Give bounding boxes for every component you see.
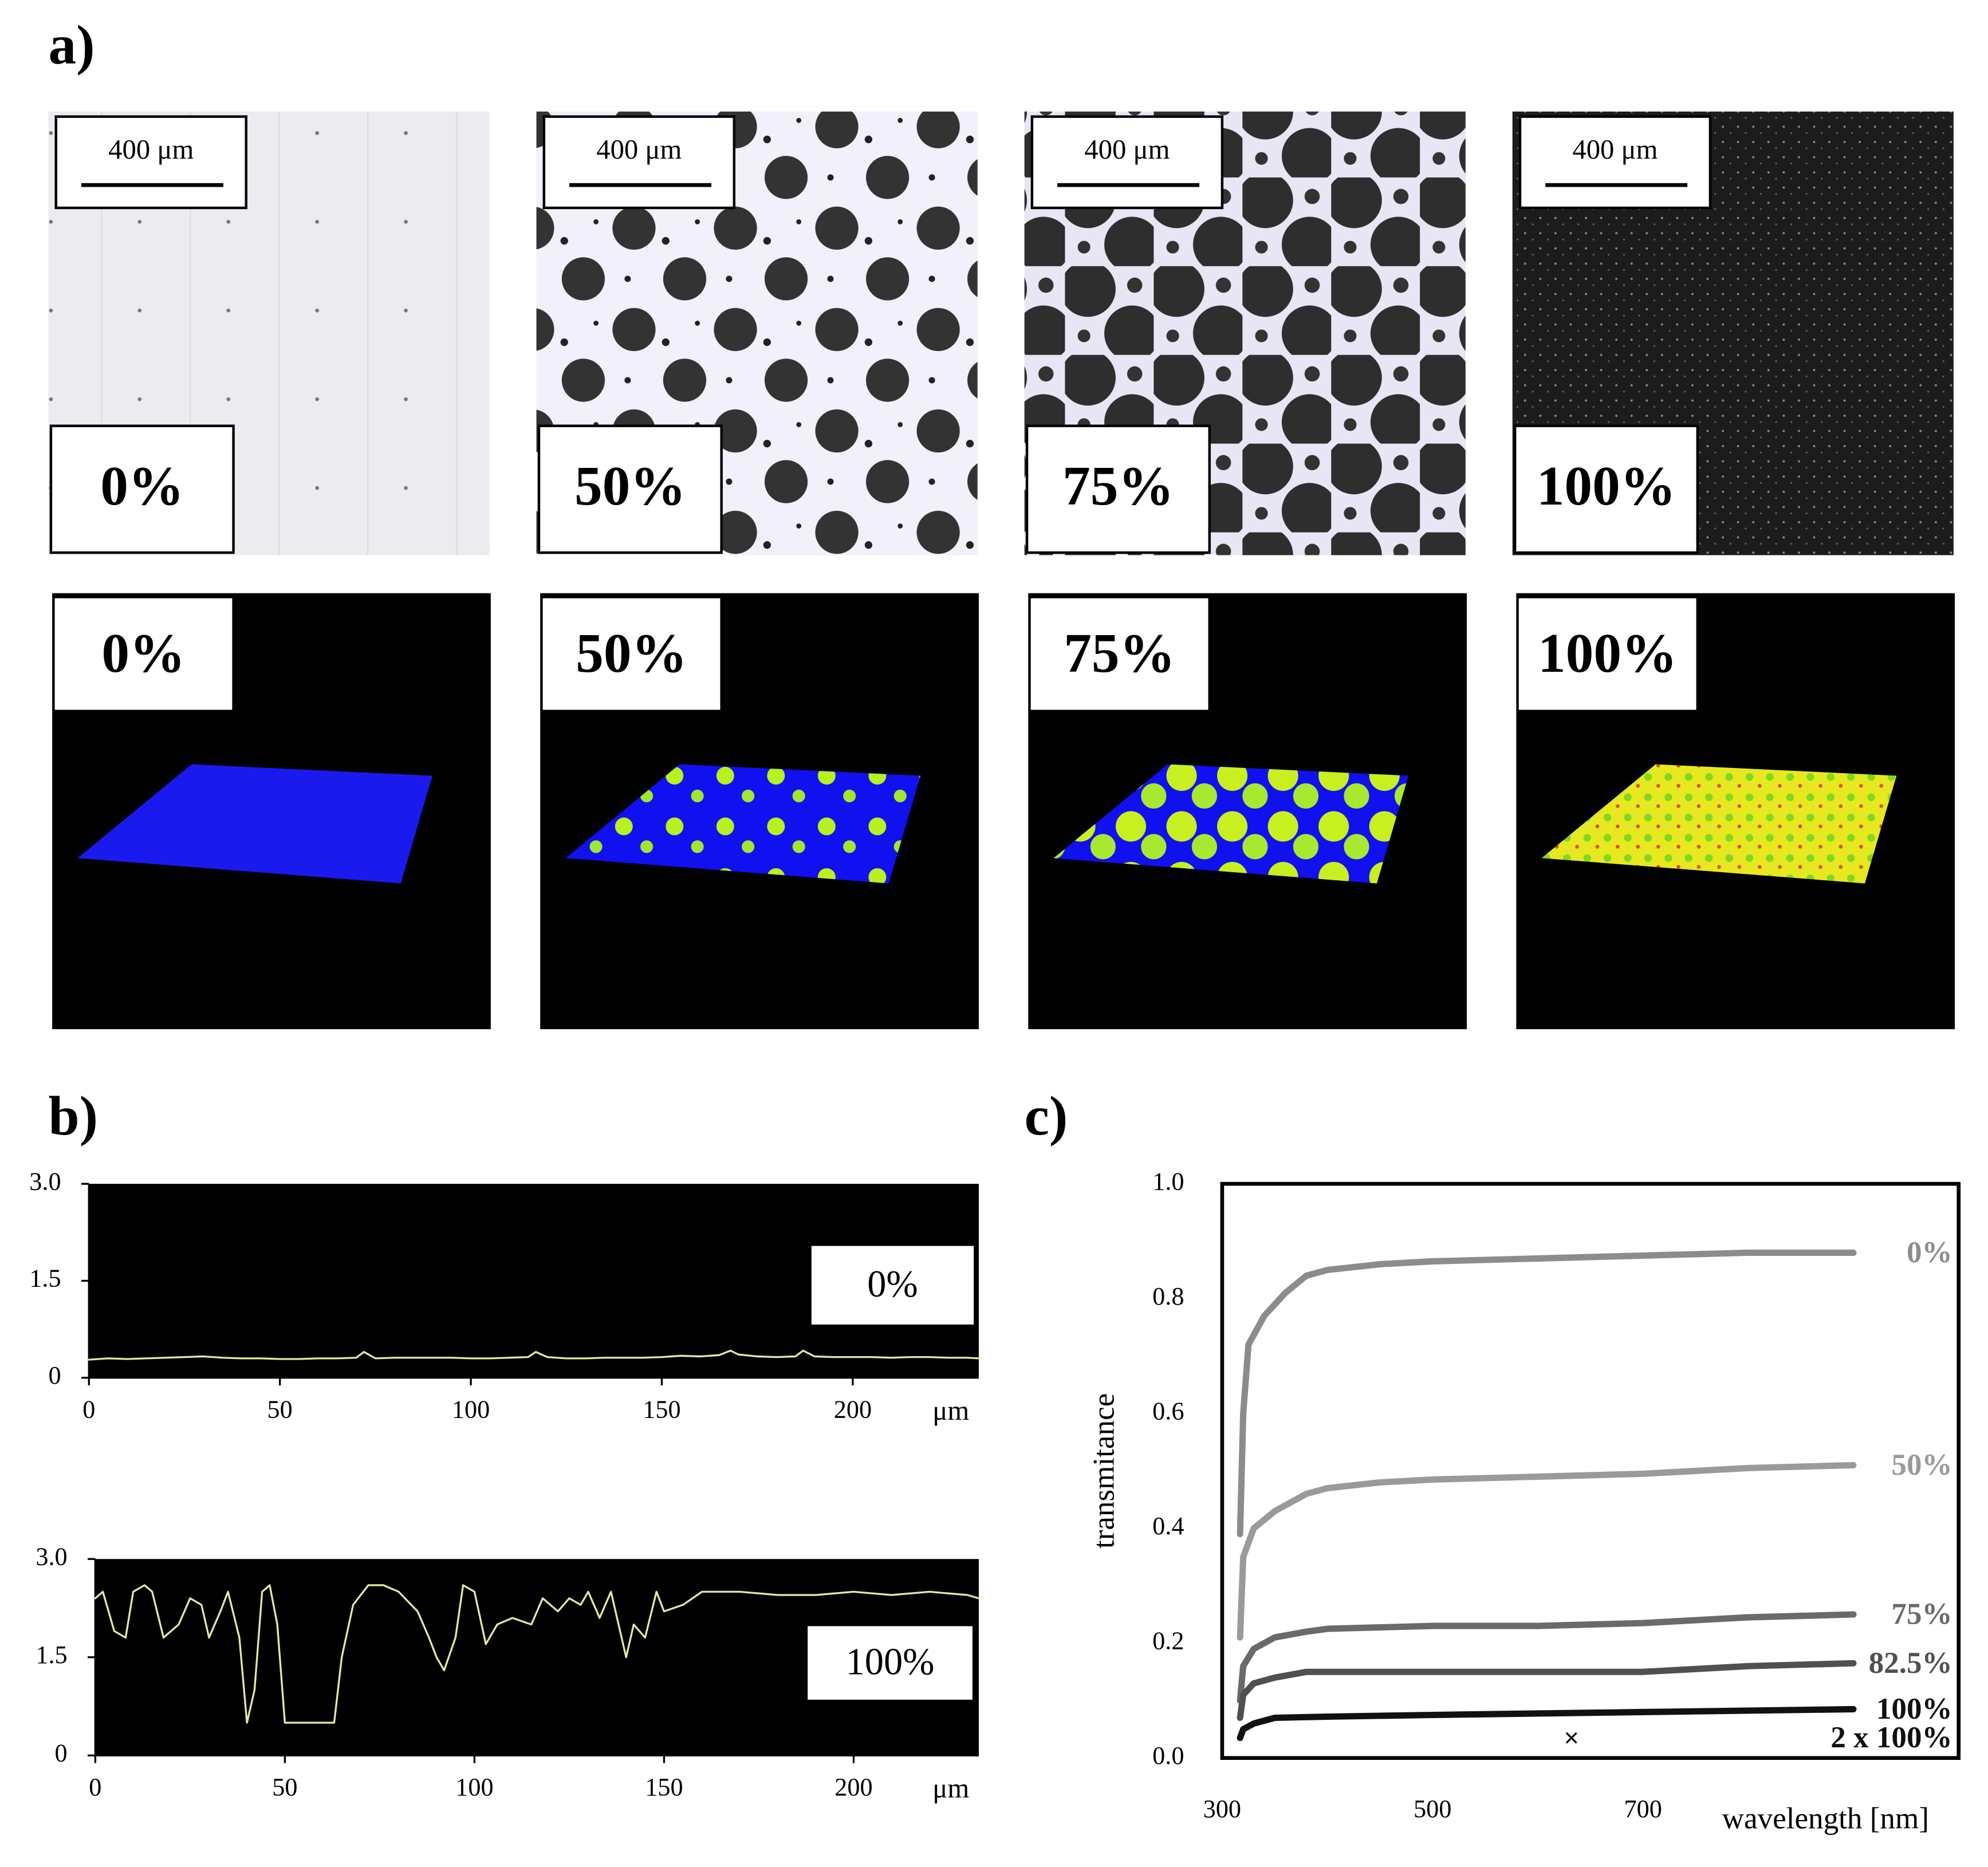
series-label: 100% xyxy=(1876,1692,1952,1726)
label-box xyxy=(1025,424,1211,554)
x-tick-label: 200 xyxy=(834,1396,872,1424)
data-line xyxy=(1237,1660,1857,1722)
micrograph-label: 0% xyxy=(100,455,184,517)
height-surface xyxy=(1541,764,1897,884)
panel-label: b) xyxy=(48,1085,98,1147)
series-label: 2 x 100% xyxy=(1830,1721,1952,1754)
plot-frame xyxy=(1220,1181,1961,1760)
height-surface xyxy=(1053,764,1409,884)
x-tick-label: 700 xyxy=(1624,1795,1662,1823)
series-label: 50% xyxy=(1891,1448,1952,1482)
scale-bar-box xyxy=(1518,115,1712,210)
y-tick-label: 3.0 xyxy=(36,1542,67,1570)
y-tick-label: 1.0 xyxy=(1152,1167,1184,1195)
micrograph-label: 100% xyxy=(1537,455,1676,517)
series-label: 0% xyxy=(1907,1236,1952,1269)
data-point xyxy=(1565,1732,1577,1744)
height-surface xyxy=(77,764,433,884)
height-map-label: 0% xyxy=(101,623,185,684)
x-tick-label: 300 xyxy=(1203,1795,1241,1823)
y-axis-label: transmitance xyxy=(1088,1393,1121,1549)
charts: 0 1.5 3.0 0 50 100 150 200 μm 0% 0 1.5 3.0 0 50 100 150 2… xyxy=(29,1167,1961,1836)
x-tick-label: 150 xyxy=(645,1773,683,1801)
annotation: 100% xyxy=(846,1641,935,1683)
label-box xyxy=(49,424,235,554)
x-tick-label: 50 xyxy=(272,1773,297,1801)
label-box xyxy=(1513,424,1699,554)
x-tick-label: 50 xyxy=(267,1396,293,1424)
y-tick-label: 0 xyxy=(48,1361,61,1389)
data-line xyxy=(1237,1611,1857,1704)
x-axis-label: μm xyxy=(932,1773,969,1803)
scale-bar-label: 400 μm xyxy=(108,134,194,165)
data-line xyxy=(88,1349,980,1361)
label-box xyxy=(542,598,721,710)
x-axis-label: μm xyxy=(932,1395,969,1426)
x-tick-label: 150 xyxy=(643,1396,680,1424)
series-label: 75% xyxy=(1891,1598,1952,1631)
y-tick-label: 0 xyxy=(55,1739,68,1767)
x-tick-label: 500 xyxy=(1414,1795,1451,1823)
label-box xyxy=(1030,598,1208,710)
y-tick-label: 0.4 xyxy=(1152,1512,1184,1540)
y-tick-label: 0.6 xyxy=(1152,1397,1184,1425)
height-map-label: 75% xyxy=(1064,623,1175,684)
height-map-label: 50% xyxy=(576,623,687,684)
data-line xyxy=(1237,1705,1857,1742)
x-tick-label: 100 xyxy=(455,1773,493,1801)
panel-label: a) xyxy=(48,14,95,76)
scale-bar-box xyxy=(1030,115,1224,210)
scale-bar-label: 400 μm xyxy=(1572,134,1658,165)
x-tick-label: 200 xyxy=(834,1773,872,1801)
micrograph-label: 75% xyxy=(1062,455,1174,517)
label-box xyxy=(1518,598,1696,710)
data-line xyxy=(1237,1249,1857,1538)
scale-bar-box xyxy=(542,115,736,210)
scale-bar-box xyxy=(54,115,247,210)
annotation-box xyxy=(808,1626,973,1700)
y-tick-label: 0.8 xyxy=(1152,1282,1184,1310)
micrograph-label: 50% xyxy=(574,455,686,517)
y-tick-label: 1.5 xyxy=(29,1265,61,1293)
data-line xyxy=(94,1584,980,1724)
y-tick-label: 0.0 xyxy=(1152,1742,1184,1770)
annotation-box xyxy=(811,1246,974,1325)
x-tick-label: 100 xyxy=(452,1396,490,1424)
series-label: 82.5% xyxy=(1869,1647,1952,1680)
annotation: 0% xyxy=(867,1263,918,1305)
label-box xyxy=(537,424,723,554)
x-tick-label: 0 xyxy=(89,1773,101,1801)
y-tick-label: 3.0 xyxy=(29,1167,61,1195)
y-tick-label: 1.5 xyxy=(36,1641,67,1669)
panel-label: c) xyxy=(1025,1085,1068,1147)
scale-bar-label: 400 μm xyxy=(596,134,682,165)
panel-a: 400 μm 0% 400 μm 50% 400 μm 75% 400 μm 100% 0% 50… xyxy=(48,111,1955,1030)
scale-bar-label: 400 μm xyxy=(1084,134,1170,165)
y-tick-label: 0.2 xyxy=(1152,1626,1184,1655)
data-line xyxy=(1237,1462,1857,1641)
height-map-label: 100% xyxy=(1538,623,1677,684)
x-tick-label: 0 xyxy=(82,1396,95,1424)
x-axis-label: wavelength [nm] xyxy=(1722,1802,1929,1836)
height-surface xyxy=(565,764,921,884)
label-box xyxy=(54,598,233,710)
